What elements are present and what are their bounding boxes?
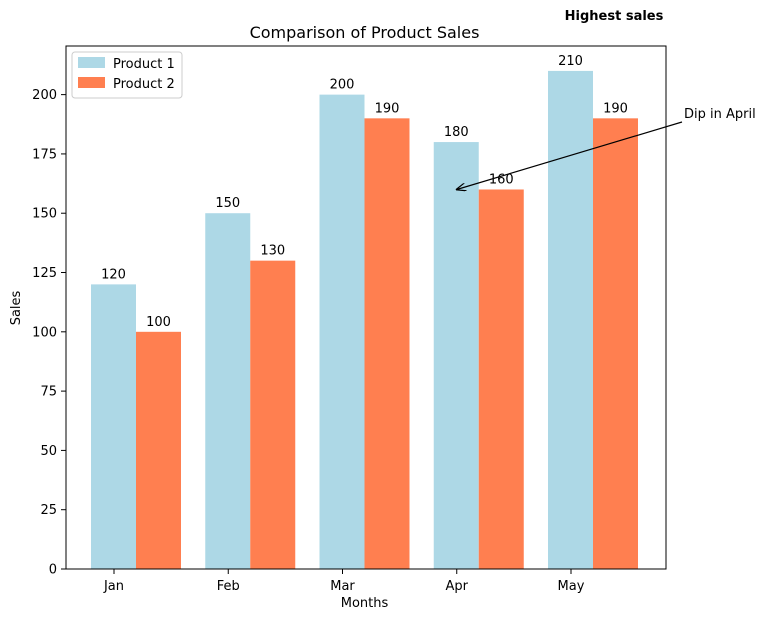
chart-title: Comparison of Product Sales [250, 23, 480, 42]
y-tick-label-200: 200 [32, 88, 57, 103]
data-label-series1-feb: 150 [215, 196, 240, 211]
x-tick-label-feb: Feb [217, 579, 240, 594]
y-tick-label-100: 100 [32, 325, 57, 340]
data-label-series1-apr: 180 [444, 125, 469, 140]
data-label-series2-jan: 100 [146, 315, 171, 330]
y-tick-label-25: 25 [40, 503, 57, 518]
x-axis: Jan Feb Mar Apr May [103, 569, 585, 594]
highest-sales-text: Highest sales [565, 9, 664, 24]
bar-series1-may [548, 70, 593, 570]
data-label-series1-may: 210 [558, 54, 583, 69]
bar-series2-jan [136, 331, 181, 569]
data-label-series1-jan: 120 [101, 267, 126, 282]
data-label-series1-mar: 200 [330, 78, 355, 93]
x-tick-label-apr: Apr [446, 579, 469, 594]
y-axis-title: Sales [9, 290, 24, 325]
x-axis-title: Months [341, 596, 389, 611]
y-tick-label-50: 50 [40, 444, 57, 459]
legend-label-series2: Product 2 [113, 77, 175, 92]
bar-series1-feb [205, 213, 251, 569]
x-tick-label-may: May [558, 579, 585, 594]
data-labels: 120 150 200 180 210 100 130 190 160 190 [101, 54, 628, 330]
bar-series2-may [593, 118, 638, 569]
bar-series1-mar [319, 94, 365, 569]
bar-series2-mar [364, 118, 410, 569]
y-tick-label-150: 150 [32, 207, 57, 222]
y-tick-label-125: 125 [32, 266, 57, 281]
y-tick-label-175: 175 [32, 147, 57, 162]
bar-series1-jan [91, 284, 136, 569]
x-tick-label-jan: Jan [103, 579, 124, 594]
data-label-series2-may: 190 [603, 101, 628, 116]
bar-series1-apr [433, 142, 479, 569]
legend: Product 1 Product 2 [71, 51, 183, 99]
plot-frame [65, 45, 667, 570]
annotation-text: Dip in April [684, 107, 756, 122]
y-tick-label-75: 75 [40, 385, 57, 400]
data-label-series2-apr: 160 [489, 172, 514, 187]
legend-swatch-series1 [78, 57, 105, 68]
bar-series2-feb [250, 260, 296, 569]
y-axis: 0 25 50 75 100 125 150 175 200 [32, 88, 66, 578]
annotation-arrow [457, 121, 683, 189]
data-label-series2-mar: 190 [375, 101, 400, 116]
bar-series2-apr [478, 189, 524, 569]
y-tick-label-0: 0 [49, 563, 57, 578]
x-tick-label-mar: Mar [330, 579, 355, 594]
legend-swatch-series2 [78, 77, 105, 88]
legend-label-series1: Product 1 [113, 57, 175, 72]
bars-layer [91, 70, 638, 570]
data-label-series2-feb: 130 [260, 244, 285, 259]
